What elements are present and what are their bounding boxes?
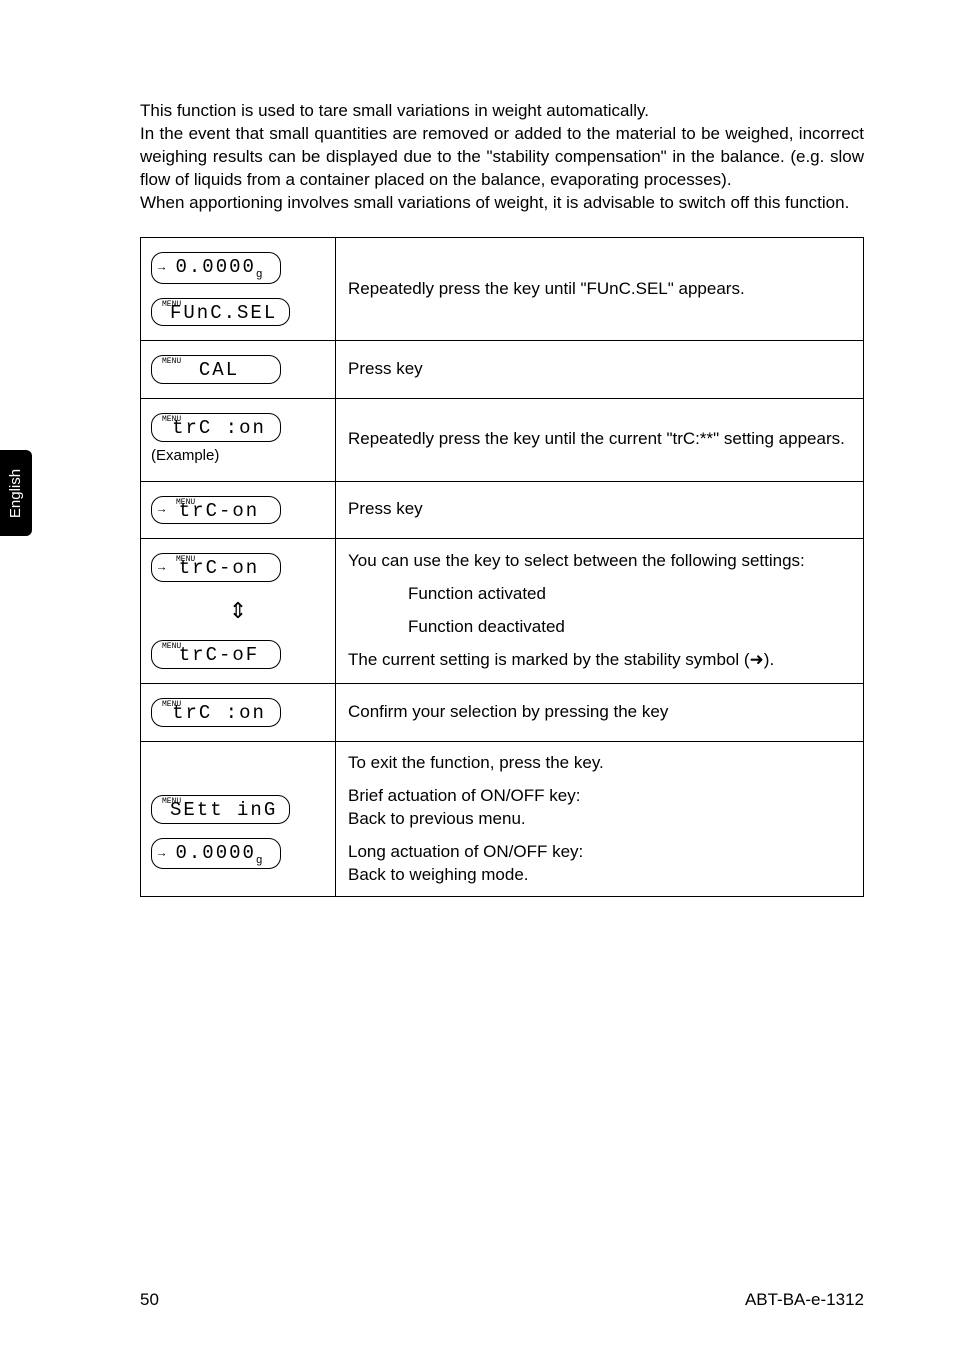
lcd-display: MENU FUnC.SEL [151,298,290,327]
page-number: 50 [140,1290,159,1310]
page-footer: 50 ABT-BA-e-1312 [0,1290,954,1310]
lcd-display: → MENU trC-on [151,496,281,525]
table-row: MENU SEtt inG → 0.0000g To exit the func… [141,741,864,897]
lcd-display: MENU trC :on [151,413,281,442]
lcd-display: MENU trC :on [151,698,281,727]
step-description: Press key [336,481,864,539]
stability-arrow-icon: → [158,503,165,516]
menu-indicator-icon: MENU [162,643,181,652]
doc-id: ABT-BA-e-1312 [745,1290,864,1310]
menu-indicator-icon: MENU [162,416,181,425]
step-display: MENU SEtt inG → 0.0000g [141,741,336,897]
step-description: Repeatedly press the key until the curre… [336,399,864,481]
table-row: → MENU trC-on Press key [141,481,864,539]
stability-arrow-icon: → [158,561,165,574]
step-display: MENU CAL [141,341,336,399]
lcd-display: MENU SEtt inG [151,795,290,824]
stability-arrow-icon: → [158,261,165,274]
lcd-display: MENU trC-oF [151,640,281,669]
lcd-display: MENU CAL [151,355,281,384]
table-row: MENU trC :on Confirm your selection by p… [141,683,864,741]
language-tab-label: English [8,468,25,517]
step-display: → MENU trC-on ⇕ MENU trC-oF [141,539,336,683]
table-row: MENU CAL Press key [141,341,864,399]
menu-indicator-icon: MENU [176,556,195,565]
step-description: To exit the function, press the key. Bri… [336,741,864,897]
menu-indicator-icon: MENU [162,701,181,710]
intro-p1: This function is used to tare small vari… [140,100,864,123]
table-row: MENU trC :on (Example) Repeatedly press … [141,399,864,481]
example-label: (Example) [151,446,325,466]
option-activated: Function activated [408,583,851,606]
lcd-display: → MENU trC-on [151,553,281,582]
intro-p2: In the event that small quantities are r… [140,123,864,192]
page-content: This function is used to tare small vari… [0,0,954,897]
option-deactivated: Function deactivated [408,616,851,639]
step-display: MENU trC :on [141,683,336,741]
table-row: → MENU trC-on ⇕ MENU trC-oF You can use … [141,539,864,683]
steps-table: → 0.0000g MENU FUnC.SEL Repeatedly press… [140,237,864,898]
step-display: → 0.0000g MENU FUnC.SEL [141,237,336,341]
lcd-display: → 0.0000g [151,252,281,284]
table-row: → 0.0000g MENU FUnC.SEL Repeatedly press… [141,237,864,341]
menu-indicator-icon: MENU [162,301,181,310]
step-description: Press key [336,341,864,399]
menu-indicator-icon: MENU [162,798,181,807]
language-tab: English [0,450,32,536]
updown-arrow-icon: ⇕ [151,596,325,626]
step-display: MENU trC :on (Example) [141,399,336,481]
stability-arrow-icon: → [158,847,165,860]
step-description: Confirm your selection by pressing the k… [336,683,864,741]
step-description: You can use the key to select between th… [336,539,864,683]
lcd-display: → 0.0000g [151,838,281,870]
menu-indicator-icon: MENU [162,358,181,367]
stability-note: The current setting is marked by the sta… [348,649,851,672]
menu-indicator-icon: MENU [176,499,195,508]
step-display: → MENU trC-on [141,481,336,539]
intro-text: This function is used to tare small vari… [140,100,864,215]
step-description: Repeatedly press the key until "FUnC.SEL… [336,237,864,341]
intro-p3: When apportioning involves small variati… [140,192,864,215]
